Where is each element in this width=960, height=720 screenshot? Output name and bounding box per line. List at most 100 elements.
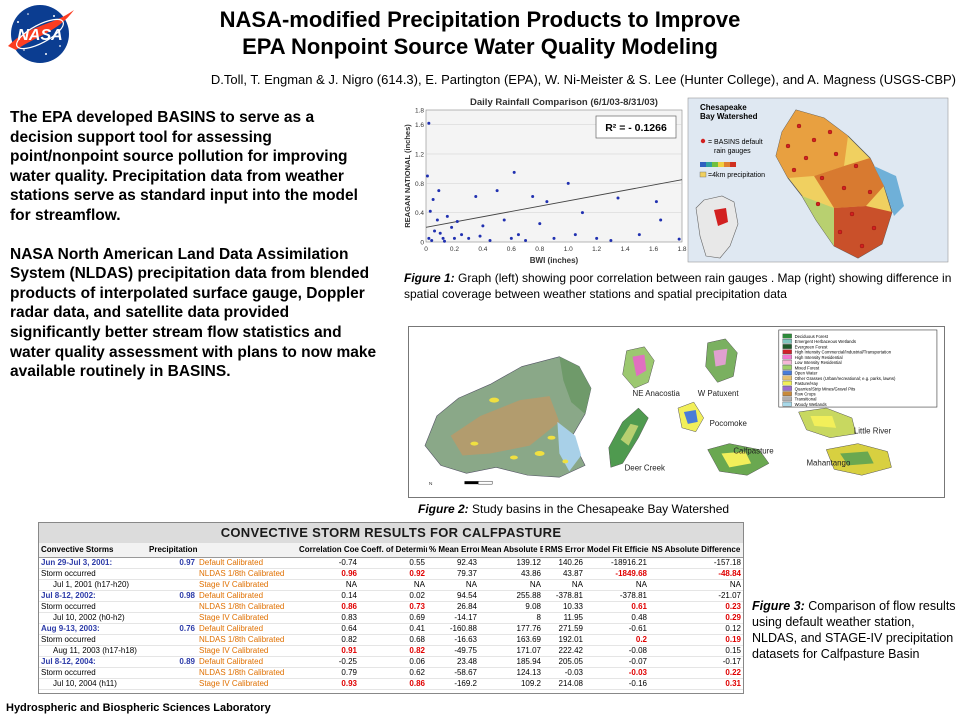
label-deer-creek: Deer Creek bbox=[625, 463, 665, 472]
metric-cell: 26.84 bbox=[427, 601, 479, 613]
metric-cell: 43.86 bbox=[479, 568, 543, 580]
legend-swatch bbox=[782, 396, 792, 402]
legend-label: Emergent Herbaceous Wetlands bbox=[795, 339, 856, 344]
x-tick-label: 1.0 bbox=[564, 246, 573, 253]
table-header-cell: Precipitation bbox=[147, 543, 197, 558]
label-pocomoke: Pocomoke bbox=[710, 419, 748, 428]
metric-cell: -0.07 bbox=[585, 655, 649, 668]
intro-paragraph-2: NASA North American Land Data Assimilati… bbox=[10, 245, 377, 381]
legend-swatch bbox=[782, 354, 792, 360]
metric-cell: 271.59 bbox=[543, 622, 585, 635]
metric-cell: 0.19 bbox=[649, 634, 743, 646]
data-point bbox=[524, 239, 528, 243]
data-point bbox=[595, 236, 599, 240]
metric-cell: 0.79 bbox=[297, 667, 359, 679]
legend-label: Mixed Forest bbox=[795, 365, 820, 370]
rain-gauge-marker bbox=[837, 229, 843, 235]
chesapeake-map: Chesapeake Bay Watershed = BASINS defaul… bbox=[687, 97, 949, 263]
legend-label: Low Intensity Residential bbox=[795, 360, 842, 365]
rain-gauge-marker bbox=[791, 167, 797, 173]
metric-cell: 0.23 bbox=[649, 601, 743, 613]
y-axis-label: REAGAN NATIONAL (inches) bbox=[404, 124, 412, 228]
metric-cell: 0.93 bbox=[297, 678, 359, 690]
data-point bbox=[425, 174, 429, 178]
title-line-2: EPA Nonpoint Source Water Quality Modeli… bbox=[242, 34, 718, 59]
label-little-river: Little River bbox=[854, 427, 892, 436]
x-tick-label: 0.6 bbox=[507, 246, 516, 253]
metric-cell: 140.26 bbox=[543, 556, 585, 569]
metric-cell: 92.43 bbox=[427, 556, 479, 569]
figure-1-caption-label: Figure 1: bbox=[404, 271, 455, 285]
legend-swatch bbox=[782, 375, 792, 381]
metric-cell: -18916.21 bbox=[585, 556, 649, 569]
data-point bbox=[566, 181, 570, 185]
data-point bbox=[452, 236, 456, 240]
run-type-cell: Stage IV Calibrated bbox=[197, 579, 297, 591]
rain-gauge-marker bbox=[849, 211, 855, 217]
legend-swatch bbox=[782, 386, 792, 391]
legend-swatch bbox=[782, 344, 792, 349]
figure-2-caption-label: Figure 2: bbox=[418, 502, 469, 516]
storm-cell: Storm occurred bbox=[39, 568, 147, 580]
metric-cell: -58.67 bbox=[427, 667, 479, 679]
metric-cell: -0.61 bbox=[585, 622, 649, 635]
y-tick-label: 1.6 bbox=[415, 122, 424, 129]
table-row: Aug 9-13, 2003: 0.76 Default Calibrated 0.6… bbox=[39, 622, 743, 635]
x-tick-label: 1.4 bbox=[621, 246, 630, 253]
y-tick-label: 0.4 bbox=[415, 210, 424, 217]
storm-cell: Storm occurred bbox=[39, 667, 147, 679]
run-type-cell: Stage IV Calibrated bbox=[197, 645, 297, 657]
data-point bbox=[433, 229, 437, 233]
rainfall-scatter-chart: Daily Rainfall Comparison (6/1/03-8/31/0… bbox=[404, 97, 687, 265]
legend-label: High Intensity Commercial/Industrial/Tra… bbox=[795, 350, 892, 355]
x-tick-label: 1.6 bbox=[649, 246, 658, 253]
legend-swatch bbox=[782, 401, 792, 407]
metric-cell: NA bbox=[427, 579, 479, 591]
metric-cell: 79.37 bbox=[427, 568, 479, 580]
metric-cell: 124.13 bbox=[479, 667, 543, 679]
table-row: Jul 8-12, 2002: 0.98 Default Calibrated 0.1… bbox=[39, 589, 743, 602]
metric-cell: 0.55 bbox=[359, 556, 427, 569]
x-tick-label: 0 bbox=[424, 246, 428, 253]
data-point bbox=[677, 237, 681, 241]
data-point bbox=[460, 233, 464, 237]
data-point bbox=[538, 222, 542, 226]
label-ne-anacostia: NE Anacostia bbox=[633, 389, 681, 398]
legend-label: High Intensity Residential bbox=[795, 355, 843, 360]
run-type-cell: Stage IV Calibrated bbox=[197, 612, 297, 624]
precip-cell bbox=[147, 678, 197, 690]
nasa-logo: NASA bbox=[8, 5, 74, 63]
metric-cell: NA bbox=[479, 579, 543, 591]
table-header-cell: RMS Error bbox=[543, 543, 585, 558]
storm-cell: Jul 10, 2002 (h0-h2) bbox=[39, 612, 147, 624]
precip-cell bbox=[147, 634, 197, 646]
table-header-cell: Correlation Coeff. bbox=[297, 543, 359, 558]
legend-label: Evergreen Forest bbox=[795, 344, 829, 349]
data-point bbox=[427, 121, 431, 125]
metric-cell: 139.12 bbox=[479, 556, 543, 569]
run-type-cell: NLDAS 1/8th Calibrated bbox=[197, 634, 297, 646]
table-row: Jul 1, 2001 (h17-h20) Stage IV Calibrated… bbox=[39, 579, 743, 591]
us-inset-map bbox=[695, 195, 739, 259]
rain-gauge-marker bbox=[796, 123, 802, 129]
table-body: Jun 29-Jul 3, 2001: 0.97 Default Calibrate… bbox=[39, 556, 743, 690]
footer-lab-name: Hydrospheric and Biospheric Sciences Lab… bbox=[6, 702, 271, 714]
data-point bbox=[442, 239, 446, 243]
table-header-cell: % Mean Error bbox=[427, 543, 479, 558]
metric-cell: NA bbox=[543, 579, 585, 591]
storm-cell: Jun 29-Jul 3, 2001: bbox=[39, 556, 147, 569]
legend-swatch bbox=[782, 370, 792, 375]
legend-swatch bbox=[782, 333, 792, 339]
data-point bbox=[478, 234, 482, 238]
rain-gauge-marker bbox=[853, 163, 859, 169]
precip-cell bbox=[147, 667, 197, 679]
data-point bbox=[441, 236, 445, 240]
r2-annotation: R² = - 0.1266 bbox=[605, 122, 667, 134]
precip-cell: 0.97 bbox=[147, 556, 197, 569]
precip-cell bbox=[147, 601, 197, 613]
title-line-1: NASA-modified Precipitation Products to … bbox=[219, 7, 741, 32]
metric-cell: -0.08 bbox=[585, 645, 649, 657]
metric-cell: -0.03 bbox=[585, 667, 649, 679]
metric-cell: 0.15 bbox=[649, 645, 743, 657]
